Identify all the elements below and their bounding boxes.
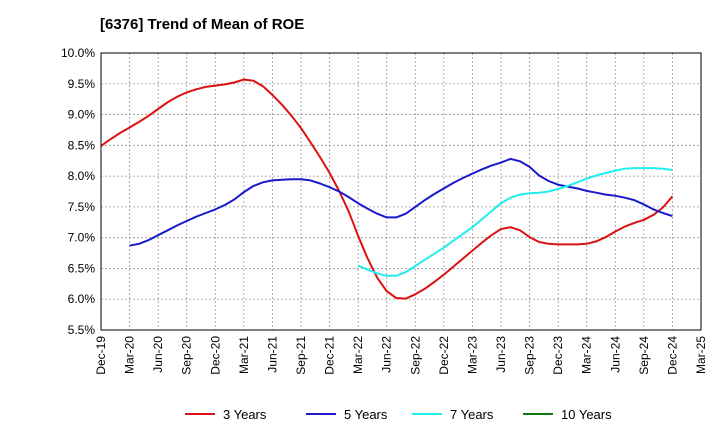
y-tick-label: 7.5% [68, 200, 96, 214]
x-tick-label: Dec-20 [208, 336, 222, 375]
legend-item: 7 Years [412, 407, 494, 422]
y-tick-label: 9.0% [68, 108, 96, 122]
x-tick-label: Jun-23 [494, 336, 508, 373]
x-tick-label: Jun-21 [265, 336, 279, 373]
legend-label: 5 Years [344, 407, 388, 422]
y-tick-label: 8.5% [68, 138, 96, 152]
x-tick-label: Mar-20 [123, 336, 137, 374]
y-tick-label: 7.0% [68, 231, 96, 245]
x-tick-label: Dec-19 [94, 336, 108, 375]
legend-item: 3 Years [185, 407, 267, 422]
x-tick-label: Dec-23 [551, 336, 565, 375]
x-tick-label: Sep-21 [294, 336, 308, 375]
series-line-3-years [100, 78, 674, 300]
series-line-5-years [129, 157, 673, 247]
legend-label: 7 Years [450, 407, 494, 422]
legend-item: 5 Years [306, 407, 388, 422]
x-tick-label: Dec-24 [665, 336, 679, 375]
x-tick-label: Dec-22 [437, 336, 451, 375]
x-tick-label: Sep-23 [523, 336, 537, 375]
y-tick-label: 10.0% [61, 46, 95, 60]
x-tick-label: Jun-22 [380, 336, 394, 373]
x-tick-label: Jun-24 [608, 336, 622, 373]
x-tick-label: Jun-20 [151, 336, 165, 373]
legend-label: 3 Years [223, 407, 267, 422]
x-tick-label: Mar-24 [580, 336, 594, 374]
x-tick-label: Dec-21 [323, 336, 337, 375]
chart-title: [6376] Trend of Mean of ROE [100, 16, 304, 33]
y-tick-label: 9.5% [68, 77, 96, 91]
y-tick-label: 6.0% [68, 292, 96, 306]
y-axis-ticks: 5.5% 6.0% 6.5% 7.0% 7.5% 8.0% 8.5% 9.0% 9.5% 10.0… [61, 46, 95, 337]
x-tick-label: Sep-22 [408, 336, 422, 375]
x-tick-label: Mar-22 [351, 336, 365, 374]
x-tick-label: Mar-25 [694, 336, 708, 374]
x-tick-label: Mar-23 [465, 336, 479, 374]
y-tick-label: 5.5% [68, 323, 96, 337]
plot-area-border [100, 52, 702, 331]
legend-item: 10 Years [523, 407, 612, 422]
legend: 3 Years 5 Years 7 Years 10 Years [185, 407, 612, 422]
series-lines [100, 78, 674, 300]
series-line-7-years [357, 167, 673, 277]
y-tick-label: 8.0% [68, 169, 96, 183]
y-tick-label: 6.5% [68, 261, 96, 275]
x-tick-label: Mar-21 [237, 336, 251, 374]
x-tick-label: Sep-20 [180, 336, 194, 375]
x-tick-label: Sep-24 [637, 336, 651, 375]
x-axis-ticks: Dec-19 Mar-20 Jun-20 Sep-20 Dec-20 Mar-21 Jun-… [94, 336, 708, 375]
grid-lines [100, 52, 702, 331]
legend-label: 10 Years [561, 407, 612, 422]
